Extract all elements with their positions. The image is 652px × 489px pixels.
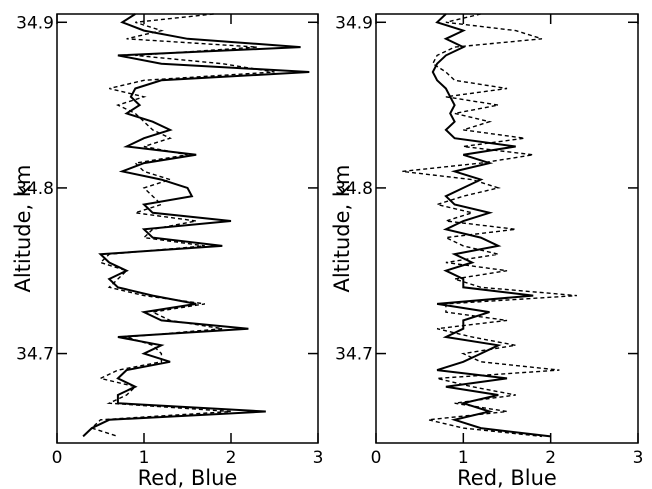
y-axis-label: Altitude, km (11, 164, 35, 292)
x-tick-label: 1 (458, 448, 469, 468)
x-axis-label: Red, Blue (457, 466, 557, 489)
profile-line (431, 13, 551, 438)
x-axis-label: Red, Blue (138, 466, 238, 489)
profile-line (402, 13, 577, 438)
y-tick-label: 34.8 (335, 179, 373, 199)
y-tick-label: 34.9 (16, 13, 54, 33)
x-tick-label: 2 (226, 448, 237, 468)
x-tick-label: 2 (545, 448, 556, 468)
x-tick-label: 3 (633, 448, 644, 468)
x-tick-label: 0 (371, 448, 382, 468)
y-tick-label: 34.7 (335, 345, 373, 365)
x-tick-label: 3 (313, 448, 324, 468)
x-tick-label: 1 (139, 448, 150, 468)
y-tick-label: 34.8 (16, 179, 54, 199)
x-tick-label: 0 (52, 448, 63, 468)
plot-frame (375, 13, 639, 444)
y-tick-label: 34.9 (335, 13, 373, 33)
profile-line (82, 13, 310, 438)
y-tick-label: 34.7 (16, 345, 54, 365)
y-axis-label: Altitude, km (330, 164, 354, 292)
plot-frame (56, 13, 319, 444)
